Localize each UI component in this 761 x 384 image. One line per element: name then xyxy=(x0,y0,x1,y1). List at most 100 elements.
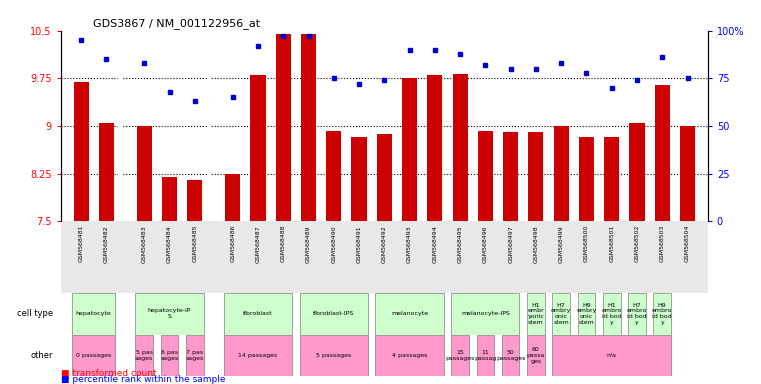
Bar xyxy=(680,126,695,222)
Text: 4 passages: 4 passages xyxy=(392,353,427,358)
Text: 15
passages: 15 passages xyxy=(445,350,475,361)
Text: n/a: n/a xyxy=(607,353,616,358)
Text: 7 pas
sages: 7 pas sages xyxy=(186,350,204,361)
Text: fibroblast-IPS: fibroblast-IPS xyxy=(313,311,355,316)
Text: 5 passages: 5 passages xyxy=(316,353,352,358)
Text: GSM568494: GSM568494 xyxy=(432,225,438,263)
Text: 60
passa
ges: 60 passa ges xyxy=(527,347,545,364)
Bar xyxy=(186,334,204,376)
Text: GSM568483: GSM568483 xyxy=(142,225,147,263)
Bar xyxy=(72,293,115,334)
Text: GSM568502: GSM568502 xyxy=(635,225,639,263)
Bar xyxy=(72,334,115,376)
Bar xyxy=(501,334,520,376)
Bar xyxy=(187,180,202,222)
Bar xyxy=(375,334,444,376)
Bar xyxy=(654,85,670,222)
Text: hepatocyte: hepatocyte xyxy=(76,311,112,316)
Bar xyxy=(137,126,152,222)
Text: GSM568484: GSM568484 xyxy=(167,225,172,263)
Text: ■ transformed count: ■ transformed count xyxy=(61,369,157,378)
Bar xyxy=(552,293,570,334)
Text: ■ percentile rank within the sample: ■ percentile rank within the sample xyxy=(61,375,225,384)
Text: 6 pas
sages: 6 pas sages xyxy=(161,350,179,361)
Text: GSM568501: GSM568501 xyxy=(610,225,614,262)
Bar xyxy=(224,293,292,334)
Text: H7
embry
onic
stem: H7 embry onic stem xyxy=(551,303,572,325)
Bar xyxy=(451,334,469,376)
Bar xyxy=(402,78,417,222)
Bar xyxy=(326,131,342,222)
Text: GSM568482: GSM568482 xyxy=(103,225,109,263)
Bar xyxy=(224,334,292,376)
Text: cell type: cell type xyxy=(18,309,53,318)
Text: GSM568491: GSM568491 xyxy=(357,225,361,263)
Bar xyxy=(301,34,316,222)
Bar xyxy=(135,334,153,376)
Text: 11
passag: 11 passag xyxy=(474,350,496,361)
Bar xyxy=(99,123,114,222)
Text: GSM568499: GSM568499 xyxy=(559,225,564,263)
Bar xyxy=(527,293,545,334)
Bar xyxy=(628,293,646,334)
Bar xyxy=(300,293,368,334)
Bar xyxy=(375,293,444,334)
Bar xyxy=(629,123,645,222)
Text: GSM568490: GSM568490 xyxy=(331,225,336,263)
Text: GSM568497: GSM568497 xyxy=(508,225,513,263)
Text: GSM568481: GSM568481 xyxy=(78,225,84,263)
Bar xyxy=(162,177,177,222)
Bar xyxy=(74,81,89,222)
Text: GSM568493: GSM568493 xyxy=(407,225,412,263)
Bar xyxy=(427,75,442,222)
Text: GSM568504: GSM568504 xyxy=(685,225,690,263)
Text: GSM568487: GSM568487 xyxy=(256,225,260,263)
Text: melanocyte: melanocyte xyxy=(391,311,428,316)
Text: GSM568488: GSM568488 xyxy=(281,225,285,263)
Text: 5 pas
sages: 5 pas sages xyxy=(135,350,154,361)
Text: GDS3867 / NM_001122956_at: GDS3867 / NM_001122956_at xyxy=(93,18,260,30)
Text: H1
embro
id bod
y: H1 embro id bod y xyxy=(601,303,622,325)
Bar xyxy=(451,293,520,334)
Bar xyxy=(528,132,543,222)
Text: GSM568495: GSM568495 xyxy=(457,225,463,263)
Text: H9
embry
onic
stem: H9 embry onic stem xyxy=(576,303,597,325)
Text: GSM568492: GSM568492 xyxy=(382,225,387,263)
Bar xyxy=(453,74,468,222)
Text: other: other xyxy=(30,351,53,360)
Bar xyxy=(161,334,178,376)
Text: melanocyte-IPS: melanocyte-IPS xyxy=(461,311,510,316)
Bar xyxy=(135,293,204,334)
Text: hepatocyte-iP
S: hepatocyte-iP S xyxy=(148,308,191,319)
Bar xyxy=(527,334,545,376)
Bar xyxy=(578,293,595,334)
Bar xyxy=(275,34,291,222)
Bar xyxy=(503,132,518,222)
Text: GSM568498: GSM568498 xyxy=(533,225,539,263)
Text: GSM568485: GSM568485 xyxy=(193,225,197,263)
Text: 0 passages: 0 passages xyxy=(76,353,111,358)
Text: H1
embr
yonic
stem: H1 embr yonic stem xyxy=(527,303,544,325)
Bar xyxy=(579,137,594,222)
Bar xyxy=(553,126,568,222)
Text: GSM568496: GSM568496 xyxy=(483,225,488,263)
Bar xyxy=(250,75,266,222)
Text: 50
passages: 50 passages xyxy=(496,350,525,361)
Bar xyxy=(476,334,494,376)
Text: H7
embro
id bod
y: H7 embro id bod y xyxy=(627,303,647,325)
Text: GSM568500: GSM568500 xyxy=(584,225,589,262)
Bar xyxy=(352,137,367,222)
Bar xyxy=(604,137,619,222)
Bar xyxy=(603,293,620,334)
Text: GSM568503: GSM568503 xyxy=(660,225,665,263)
Bar xyxy=(478,131,493,222)
Text: GSM568489: GSM568489 xyxy=(306,225,311,263)
Bar xyxy=(654,293,671,334)
Text: 14 passages: 14 passages xyxy=(238,353,278,358)
Bar xyxy=(225,174,240,222)
Bar xyxy=(377,134,392,222)
Text: GSM568486: GSM568486 xyxy=(230,225,235,263)
Text: fibroblast: fibroblast xyxy=(244,311,272,316)
Bar xyxy=(552,334,671,376)
Bar xyxy=(300,334,368,376)
